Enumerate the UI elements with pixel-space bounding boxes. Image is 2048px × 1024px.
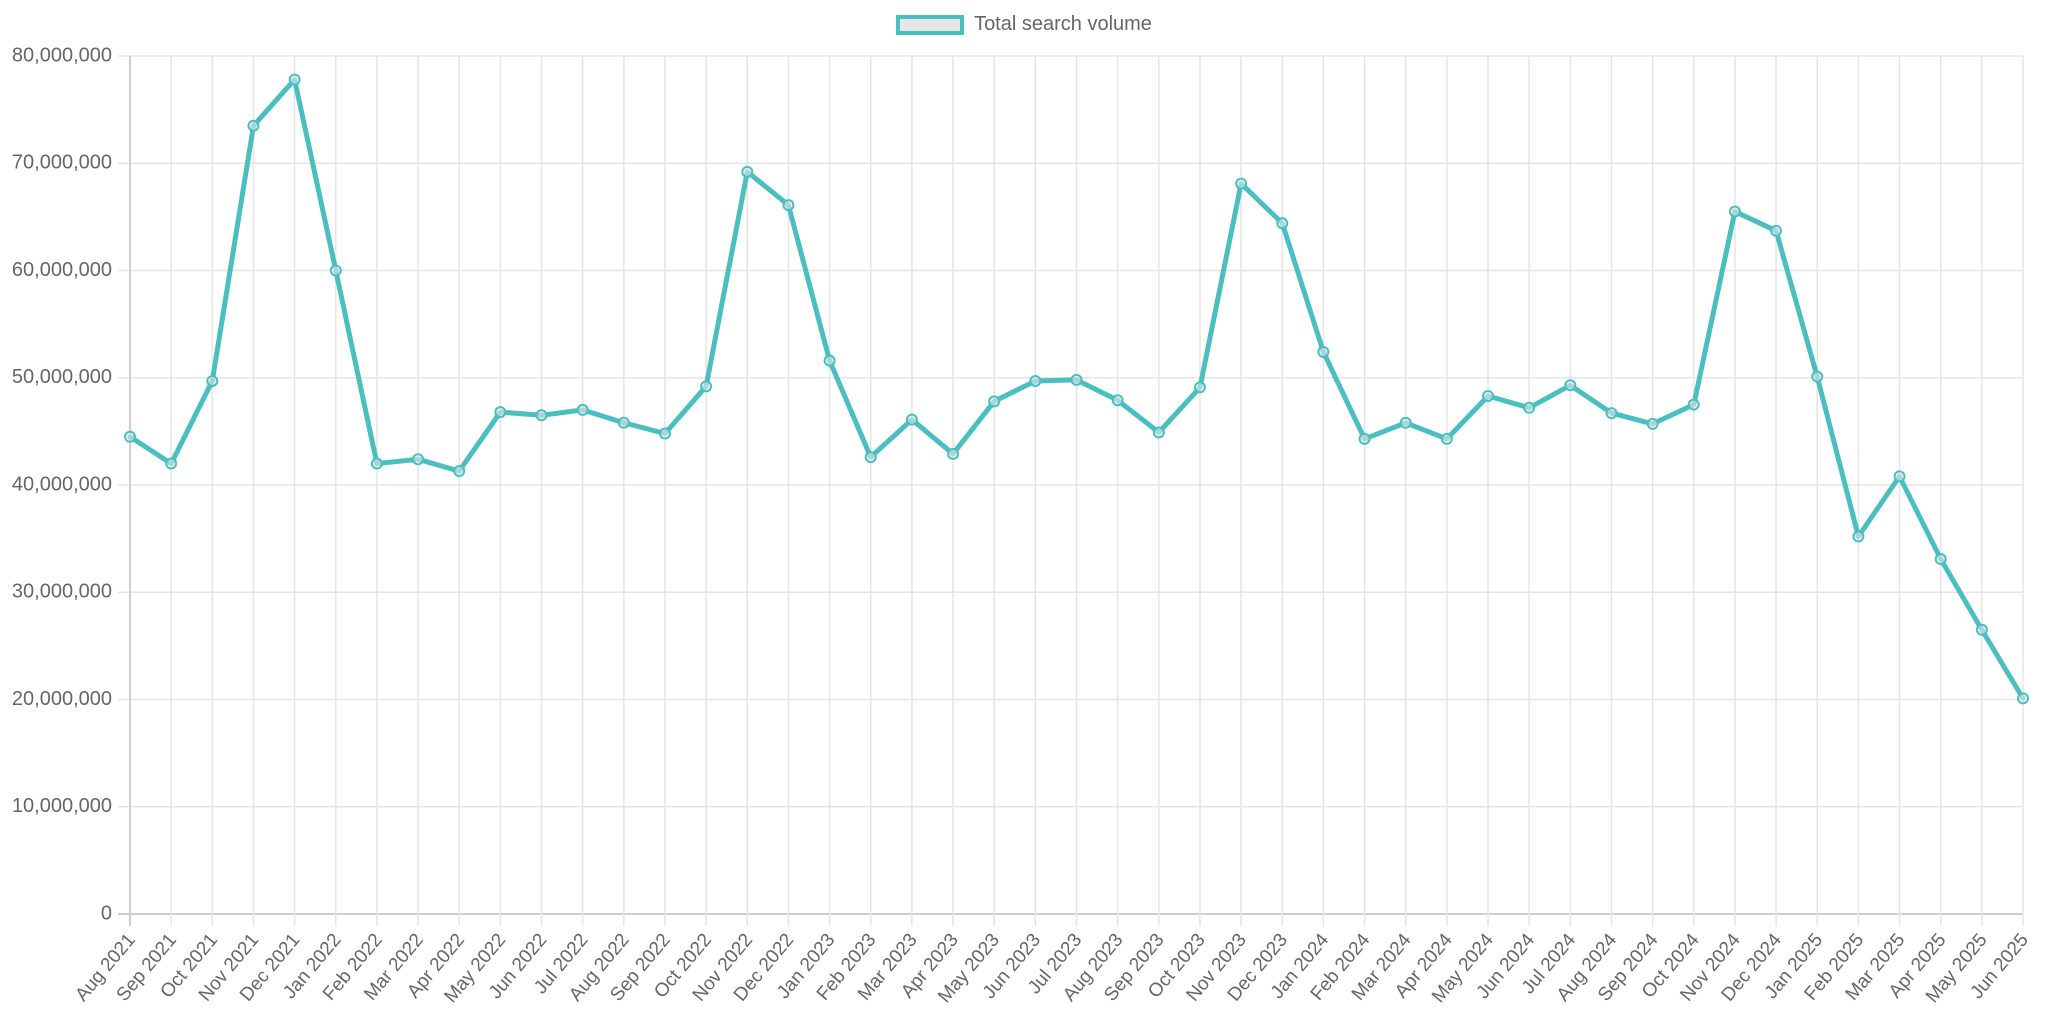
data-point[interactable] bbox=[947, 447, 960, 460]
data-point[interactable] bbox=[1564, 379, 1577, 392]
legend-label[interactable]: Total search volume bbox=[974, 13, 1152, 35]
y-tick-label: 40,000,000 bbox=[12, 473, 112, 495]
data-point[interactable] bbox=[247, 119, 260, 132]
data-point[interactable] bbox=[1193, 381, 1206, 394]
y-tick-label: 10,000,000 bbox=[12, 795, 112, 817]
data-point[interactable] bbox=[370, 457, 383, 470]
data-point[interactable] bbox=[2017, 692, 2029, 705]
data-point[interactable] bbox=[1975, 623, 1988, 636]
data-point[interactable] bbox=[1893, 470, 1906, 483]
data-point[interactable] bbox=[1728, 205, 1741, 218]
data-point[interactable] bbox=[1811, 370, 1824, 383]
data-point[interactable] bbox=[658, 427, 671, 440]
data-point[interactable] bbox=[1440, 432, 1453, 445]
data-point[interactable] bbox=[617, 416, 630, 429]
series-total-search-volume bbox=[124, 73, 2029, 705]
data-point[interactable] bbox=[412, 453, 425, 466]
data-point[interactable] bbox=[165, 457, 178, 470]
data-point[interactable] bbox=[1152, 426, 1165, 439]
data-point[interactable] bbox=[576, 403, 589, 416]
data-point[interactable] bbox=[700, 380, 713, 393]
data-point[interactable] bbox=[823, 354, 836, 367]
data-point[interactable] bbox=[988, 395, 1001, 408]
data-point[interactable] bbox=[1111, 394, 1124, 407]
data-point[interactable] bbox=[453, 465, 466, 478]
legend-swatch-icon[interactable] bbox=[896, 14, 965, 35]
data-point[interactable] bbox=[741, 165, 754, 178]
data-point[interactable] bbox=[1235, 177, 1248, 190]
data-point[interactable] bbox=[782, 199, 795, 212]
data-point[interactable] bbox=[1934, 553, 1947, 566]
y-tick-label: 60,000,000 bbox=[12, 259, 112, 281]
data-point[interactable] bbox=[1523, 401, 1536, 414]
data-point[interactable] bbox=[1852, 530, 1865, 543]
y-axis: 0 10,000,000 20,000,000 30,000,000 40,000,00… bbox=[12, 44, 112, 924]
legend[interactable]: Total search volume bbox=[0, 13, 2048, 36]
y-tick-label: 50,000,000 bbox=[12, 366, 112, 388]
gridlines bbox=[118, 55, 2024, 926]
data-point[interactable] bbox=[206, 374, 219, 387]
data-point[interactable] bbox=[1276, 217, 1289, 230]
data-point[interactable] bbox=[1317, 346, 1330, 359]
data-point[interactable] bbox=[288, 73, 301, 86]
y-tick-label: 70,000,000 bbox=[12, 152, 112, 174]
data-point[interactable] bbox=[864, 451, 877, 464]
data-point[interactable] bbox=[1070, 373, 1083, 386]
data-point[interactable] bbox=[1482, 389, 1495, 402]
data-point[interactable] bbox=[329, 264, 342, 277]
y-tick-label: 20,000,000 bbox=[12, 688, 112, 710]
data-point[interactable] bbox=[905, 413, 918, 426]
data-point[interactable] bbox=[1358, 432, 1371, 445]
data-point[interactable] bbox=[1687, 398, 1700, 411]
data-point[interactable] bbox=[1399, 416, 1412, 429]
data-point[interactable] bbox=[1770, 224, 1783, 237]
y-tick-label: 30,000,000 bbox=[12, 581, 112, 603]
data-point[interactable] bbox=[1029, 374, 1042, 387]
data-point[interactable] bbox=[124, 430, 136, 443]
y-tick-label: 0 bbox=[101, 902, 112, 924]
data-point[interactable] bbox=[1605, 407, 1618, 420]
data-point[interactable] bbox=[494, 406, 507, 419]
data-point[interactable] bbox=[1646, 417, 1659, 430]
y-tick-label: 80,000,000 bbox=[12, 44, 112, 66]
data-point[interactable] bbox=[535, 409, 548, 422]
